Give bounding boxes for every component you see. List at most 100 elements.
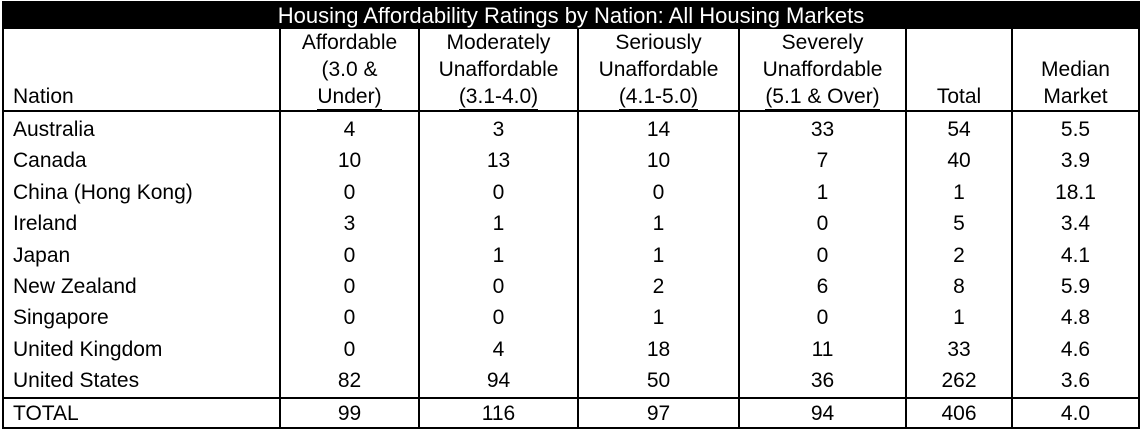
totals-affordable: 99	[280, 396, 420, 429]
cell-moderately: 1	[419, 239, 579, 272]
cell-severely: 33	[739, 111, 907, 146]
table-row: China (Hong Kong) 0 0 0 1 1 18.1	[4, 176, 1138, 209]
cell-total: 54	[906, 111, 1013, 146]
cell-nation: Canada	[4, 145, 281, 177]
cell-median: 5.5	[1060, 118, 1091, 141]
cell-moderately: 3	[419, 111, 579, 146]
cell-total: 262	[906, 365, 1013, 398]
cell-nation: Singapore	[4, 302, 281, 334]
header-median: Median Market	[1012, 29, 1138, 112]
cell-total: 5	[906, 208, 1013, 240]
header-affordable: Affordable (3.0 & Under)	[280, 29, 420, 112]
header-median-line2: Market	[1043, 85, 1108, 108]
cell-median: 3.9	[1060, 149, 1091, 173]
header-severely: Severely Unaffordable (5.1 & Over)	[739, 29, 907, 112]
cell-seriously: 18	[578, 333, 740, 366]
table-row: United Kingdom 0 4 18 11 33 4.6	[4, 333, 1138, 366]
cell-nation: Australia	[4, 111, 281, 146]
cell-seriously: 2	[578, 271, 740, 303]
cell-total: 40	[906, 145, 1013, 177]
cell-median: 3.6	[1060, 369, 1091, 393]
cell-moderately: 0	[419, 176, 579, 209]
table-row: United States 82 94 50 36 262 3.6	[4, 365, 1138, 398]
cell-seriously: 10	[578, 145, 740, 177]
header-total: Total	[906, 29, 1013, 112]
cell-severely: 0	[739, 239, 907, 272]
header-affordable-line2: (3.0 &	[321, 58, 378, 81]
header-seriously: Seriously Unaffordable (4.1-5.0)	[578, 29, 740, 112]
header-median-line1: Median	[1041, 58, 1110, 81]
header-seriously-line3: (4.1-5.0)	[618, 85, 699, 110]
table-row: Ireland 3 1 1 0 5 3.4	[4, 208, 1138, 240]
totals-label: TOTAL	[4, 396, 281, 429]
cell-affordable: 0	[280, 333, 420, 366]
totals-row: TOTAL 99 116 97 94 406 4.0	[4, 396, 1138, 429]
cell-affordable: 82	[280, 365, 420, 398]
cell-seriously: 1	[578, 302, 740, 334]
cell-moderately: 1	[419, 208, 579, 240]
header-moderately-line3: (3.1-4.0)	[458, 85, 539, 110]
cell-seriously: 0	[578, 176, 740, 209]
cell-median: 18.1	[1055, 180, 1096, 204]
cell-moderately: 4	[419, 333, 579, 366]
cell-median: 3.4	[1060, 212, 1091, 236]
cell-total: 8	[906, 271, 1013, 303]
cell-moderately: 0	[419, 271, 579, 303]
affordability-table: Nation Affordable (3.0 & Under) Moderate…	[4, 29, 1138, 429]
totals-total: 406	[906, 396, 1013, 429]
cell-affordable: 0	[280, 176, 420, 209]
header-seriously-line2: Unaffordable	[598, 58, 719, 81]
totals-median: 4.0	[1012, 396, 1138, 429]
header-moderately: Moderately Unaffordable (3.1-4.0)	[419, 29, 579, 112]
header-affordable-line3: Under)	[317, 85, 382, 110]
cell-severely: 36	[739, 365, 907, 398]
cell-affordable: 0	[280, 239, 420, 272]
header-moderately-line1: Moderately	[446, 31, 551, 54]
cell-affordable: 3	[280, 208, 420, 240]
cell-median: 4.8	[1060, 306, 1091, 330]
cell-nation: China (Hong Kong)	[4, 176, 281, 209]
cell-severely: 7	[739, 145, 907, 177]
cell-median: 4.6	[1060, 337, 1091, 361]
cell-affordable: 0	[280, 302, 420, 334]
cell-seriously: 1	[578, 208, 740, 240]
cell-nation: United States	[4, 365, 281, 398]
cell-total: 1	[906, 302, 1013, 334]
cell-severely: 0	[739, 302, 907, 334]
header-severely-line3: (5.1 & Over)	[765, 85, 880, 110]
cell-seriously: 50	[578, 365, 740, 398]
cell-severely: 0	[739, 208, 907, 240]
header-nation: Nation	[4, 29, 281, 112]
table-row: Japan 0 1 1 0 2 4.1	[4, 239, 1138, 272]
cell-total: 33	[906, 333, 1013, 366]
cell-median: 4.1	[1060, 243, 1091, 267]
cell-severely: 6	[739, 271, 907, 303]
cell-severely: 1	[739, 176, 907, 209]
table-row: Australia 4 3 14 33 54 5.5	[4, 111, 1138, 146]
cell-total: 1	[906, 176, 1013, 209]
cell-moderately: 94	[419, 365, 579, 398]
table-title: Housing Affordability Ratings by Nation:…	[4, 3, 1138, 29]
cell-moderately: 0	[419, 302, 579, 334]
cell-total: 2	[906, 239, 1013, 272]
header-moderately-line2: Unaffordable	[438, 58, 559, 81]
cell-nation: Japan	[4, 239, 281, 272]
totals-seriously: 97	[578, 396, 740, 429]
header-severely-line1: Severely	[781, 31, 864, 54]
totals-moderately: 116	[419, 396, 579, 429]
cell-affordable: 10	[280, 145, 420, 177]
cell-nation: New Zealand	[4, 271, 281, 303]
table-row: New Zealand 0 0 2 6 8 5.9	[4, 271, 1138, 303]
cell-nation: Ireland	[4, 208, 281, 240]
table-row: Canada 10 13 10 7 40 3.9	[4, 145, 1138, 177]
cell-severely: 11	[739, 333, 907, 366]
totals-severely: 94	[739, 396, 907, 429]
header-severely-line2: Unaffordable	[762, 58, 883, 81]
cell-seriously: 1	[578, 239, 740, 272]
cell-seriously: 14	[578, 111, 740, 146]
cell-nation: United Kingdom	[4, 333, 281, 366]
header-seriously-line1: Seriously	[615, 31, 702, 54]
header-row: Nation Affordable (3.0 & Under) Moderate…	[4, 29, 1138, 112]
cell-median: 5.9	[1060, 275, 1091, 299]
